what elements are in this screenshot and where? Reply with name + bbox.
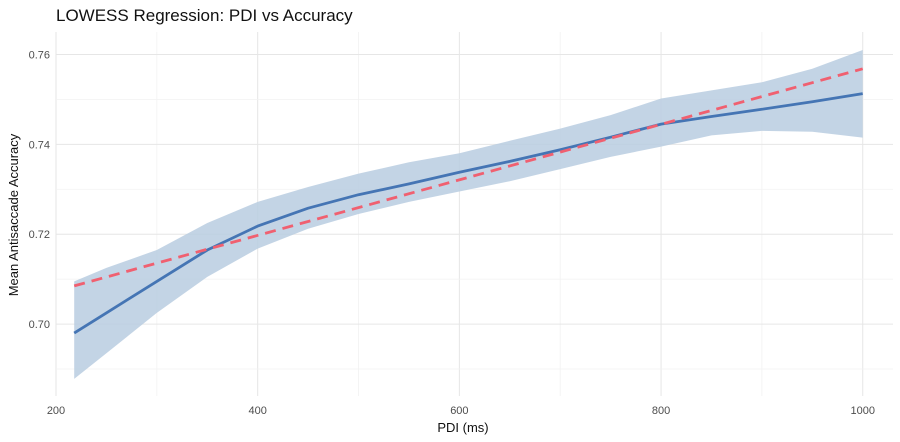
x-axis-ticks: 200 400 600 800 1000 [47, 405, 875, 417]
x-tick-label: 600 [450, 405, 468, 417]
y-tick-label: 0.74 [29, 139, 50, 151]
lowess-line [73, 92, 863, 335]
chart-title: LOWESS Regression: PDI vs Accuracy [56, 6, 353, 25]
linear-fit-line [73, 67, 864, 288]
x-tick-label: 200 [47, 405, 65, 417]
y-tick-label: 0.72 [29, 229, 50, 241]
y-axis-ticks: 0.70 0.72 0.74 0.76 [29, 49, 50, 331]
y-tick-label: 0.70 [29, 319, 50, 331]
x-tick-label: 400 [249, 405, 267, 417]
x-tick-label: 1000 [851, 405, 875, 417]
x-tick-label: 800 [652, 405, 670, 417]
confidence-band [74, 50, 863, 379]
x-axis-title: PDI (ms) [437, 420, 488, 435]
y-tick-label: 0.76 [29, 49, 50, 61]
y-axis-title: Mean Antisaccade Accuracy [6, 133, 21, 296]
